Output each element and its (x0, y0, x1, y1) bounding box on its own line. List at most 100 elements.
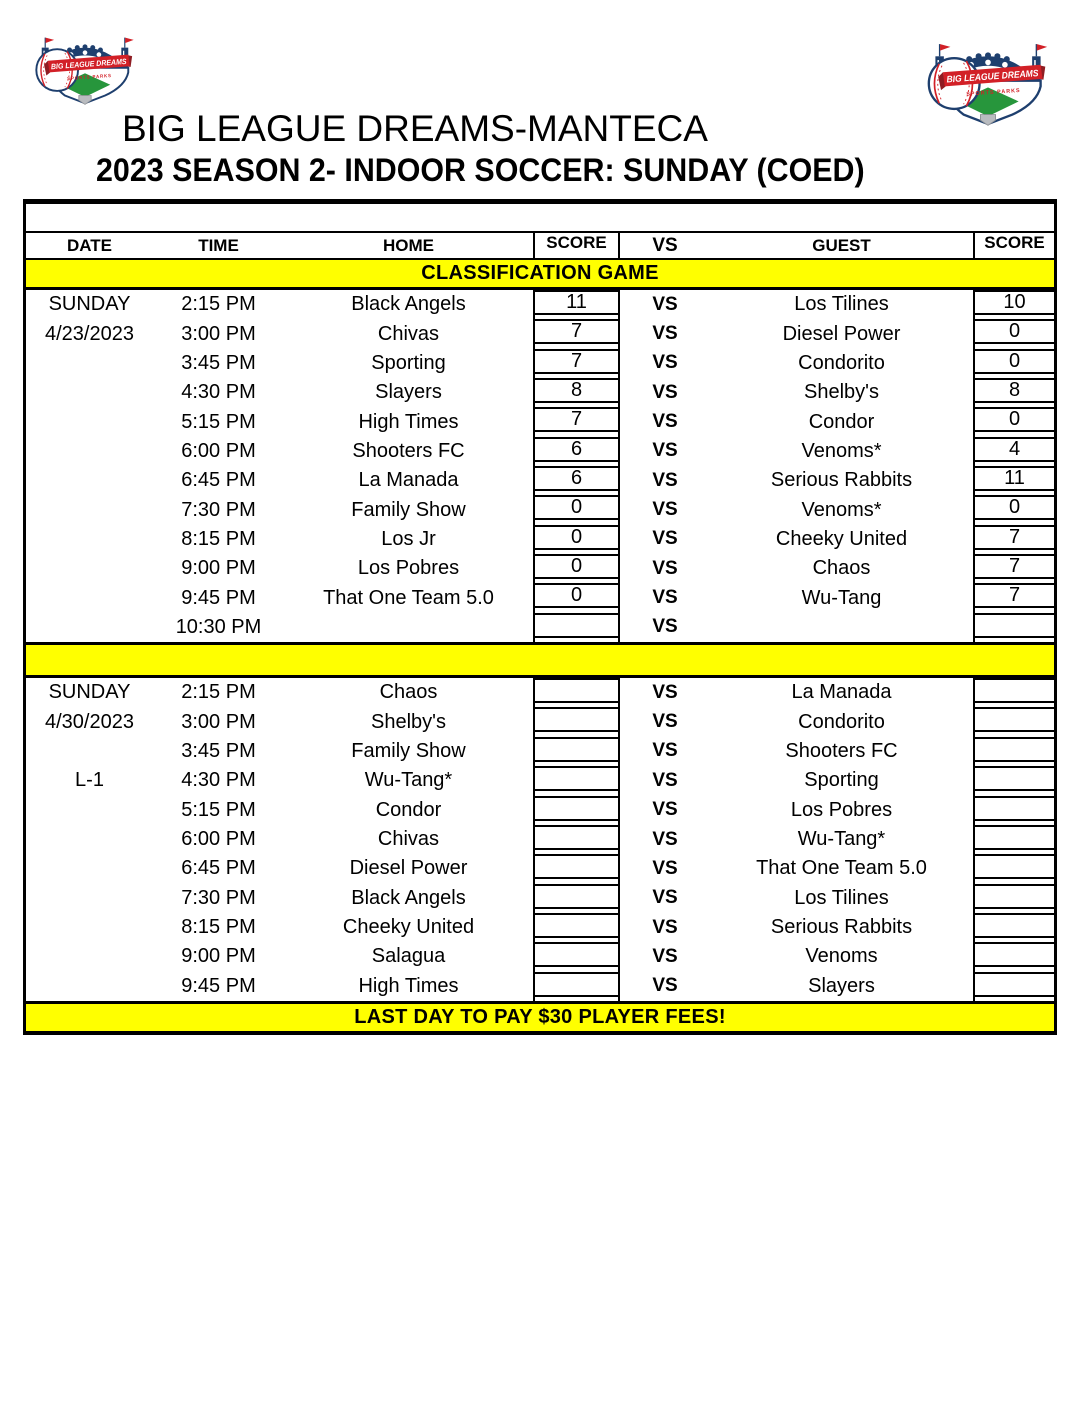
home-score: 0 (570, 555, 583, 578)
game-row: SUNDAY 2:15 PM Chaos VS La Manada (26, 678, 1054, 708)
guest-score-cell: 0 (973, 348, 1054, 379)
home-score-box (535, 854, 618, 880)
guest-score-cell: 11 (973, 466, 1054, 496)
guest-score-cell (973, 795, 1054, 825)
game-row: 3:45 PM Sporting 7 VS Condorito 0 (26, 348, 1054, 379)
home-score-cell (533, 883, 620, 913)
guest-team: Diesel Power (782, 322, 901, 345)
home-score-box (535, 612, 618, 638)
home-score-box (535, 912, 618, 938)
vs-label: VS (652, 711, 678, 733)
home-score-box (535, 971, 618, 997)
vs-label: VS (652, 857, 678, 879)
guest-score-cell: 0 (973, 407, 1054, 437)
home-score-cell (533, 971, 620, 1001)
header-cell-home: HOME (383, 235, 434, 255)
game-row: 9:00 PM Salagua VS Venoms (26, 942, 1054, 972)
home-score: 7 (570, 320, 583, 343)
big-league-dreams-logo-left (35, 36, 135, 106)
guest-score-box: 0 (975, 495, 1054, 521)
home-team: Shelby's (371, 710, 446, 733)
game-row: 10:30 PM VS (26, 612, 1054, 643)
home-score-cell: 7 (533, 348, 620, 379)
home-team: Chaos (379, 681, 438, 704)
vs-label: VS (652, 293, 678, 315)
guest-score-box (975, 942, 1054, 968)
game-row: 3:45 PM Family Show VS Shooters FC (26, 736, 1054, 767)
guest-team: Los Tilines (794, 293, 889, 316)
guest-team: Venoms (805, 945, 878, 968)
game-time: 6:00 PM (181, 828, 256, 851)
home-score-cell: 0 (533, 554, 620, 584)
game-time: 9:00 PM (181, 945, 256, 968)
game-row: 6:00 PM Chivas VS Wu-Tang* (26, 824, 1054, 855)
game-row: 4:30 PM Slayers 8 VS Shelby's 8 (26, 378, 1054, 408)
game-row: 9:45 PM High Times VS Slayers (26, 971, 1054, 1001)
home-score: 7 (570, 349, 583, 372)
game-row: 6:00 PM Shooters FC 6 VS Venoms* 4 (26, 436, 1054, 467)
guest-score-box (975, 795, 1054, 821)
game-time: 2:15 PM (181, 293, 256, 316)
game-row: 7:30 PM Black Angels VS Los Tilines (26, 883, 1054, 913)
vs-label: VS (652, 887, 678, 909)
vs-label: VS (652, 323, 678, 345)
home-score-box: 0 (535, 583, 618, 609)
home-score-cell (533, 824, 620, 855)
guest-team: Condorito (798, 710, 885, 733)
guest-score-box: 0 (975, 348, 1054, 374)
game-time: 7:30 PM (181, 498, 256, 521)
home-score-cell: 0 (533, 583, 620, 613)
games-section-1: SUNDAY 2:15 PM Black Angels 11 VS Los Ti… (26, 290, 1054, 643)
vs-label: VS (652, 469, 678, 491)
game-row: 9:45 PM That One Team 5.0 0 VS Wu-Tang 7 (26, 583, 1054, 613)
home-team: Salagua (371, 945, 446, 968)
vs-label: VS (652, 916, 678, 938)
home-team: Diesel Power (349, 857, 468, 880)
game-time: 4:30 PM (181, 769, 256, 792)
home-score-cell (533, 854, 620, 884)
home-score-cell (533, 795, 620, 825)
guest-score-box (975, 971, 1054, 997)
vs-label: VS (652, 681, 678, 703)
home-score-box (535, 766, 618, 792)
game-date: 4/23/2023 (45, 322, 134, 345)
game-row: 4/30/2023 3:00 PM Shelby's VS Condorito (26, 707, 1054, 737)
guest-team: La Manada (791, 681, 892, 704)
home-score-cell: 11 (533, 290, 620, 320)
guest-team: Venoms* (801, 439, 882, 462)
guest-score-box (975, 824, 1054, 850)
vs-label: VS (652, 769, 678, 791)
guest-score-cell: 7 (973, 583, 1054, 613)
home-score-box (535, 795, 618, 821)
vs-label: VS (652, 411, 678, 433)
guest-score-box: 0 (975, 407, 1054, 433)
game-row: 6:45 PM Diesel Power VS That One Team 5.… (26, 854, 1054, 884)
header-cell-home-score: SCORE (533, 233, 620, 258)
home-team: High Times (358, 410, 459, 433)
game-row: 6:45 PM La Manada 6 VS Serious Rabbits 1… (26, 466, 1054, 496)
game-row: 7:30 PM Family Show 0 VS Venoms* 0 (26, 495, 1054, 525)
game-row: 9:00 PM Los Pobres 0 VS Chaos 7 (26, 554, 1054, 584)
header-cell-time: TIME (198, 235, 239, 255)
game-row: L-1 4:30 PM Wu-Tang* VS Sporting (26, 766, 1054, 796)
home-score-cell (533, 707, 620, 737)
home-score-cell: 7 (533, 407, 620, 437)
guest-score-box (975, 612, 1054, 638)
guest-score-cell (973, 678, 1054, 708)
home-score: 6 (570, 437, 583, 460)
home-score-cell: 7 (533, 319, 620, 349)
guest-score-cell: 8 (973, 378, 1054, 408)
guest-score-box (975, 678, 1054, 704)
guest-score-box (975, 883, 1054, 909)
vs-label: VS (652, 440, 678, 462)
vs-label: VS (652, 352, 678, 374)
home-team: Chivas (377, 322, 440, 345)
schedule-table: DATE TIME HOME SCORE VS GUEST SCORE CLAS… (23, 199, 1057, 1035)
home-score-box (535, 824, 618, 850)
home-team: Black Angels (351, 293, 466, 316)
guest-score: 7 (1008, 555, 1021, 578)
guest-team: Shooters FC (785, 739, 898, 762)
game-date: SUNDAY (48, 293, 131, 316)
game-time: 3:00 PM (181, 710, 256, 733)
home-score-box: 7 (535, 348, 618, 374)
